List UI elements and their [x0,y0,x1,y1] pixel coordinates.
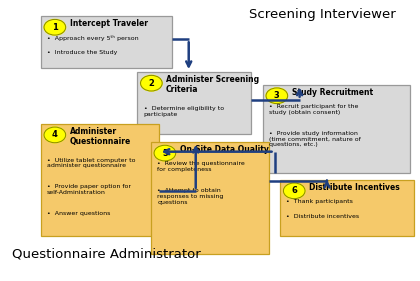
Circle shape [141,75,162,91]
Text: •  Distribute incentives: • Distribute incentives [286,214,360,219]
FancyBboxPatch shape [137,72,251,133]
Text: On-Site Data Quality: On-Site Data Quality [179,145,268,154]
Text: •  Attempt to obtain
responses to missing
questions: • Attempt to obtain responses to missing… [157,188,223,205]
Text: •  Recruit participant for the
study (obtain consent): • Recruit participant for the study (obt… [269,104,359,115]
Text: •  Introduce the Study: • Introduce the Study [47,50,118,55]
Text: Administer
Questionnaire: Administer Questionnaire [70,127,131,146]
Circle shape [266,88,288,104]
Text: 1: 1 [52,23,58,32]
Text: •  Determine eligibility to
participate: • Determine eligibility to participate [144,106,224,117]
Text: •  Provide paper option for
self-Administration: • Provide paper option for self-Administ… [47,184,131,195]
FancyBboxPatch shape [41,124,159,235]
FancyBboxPatch shape [151,142,269,254]
Text: 3: 3 [274,91,280,100]
Text: 4: 4 [52,130,58,139]
Text: Distribute Incentives: Distribute Incentives [309,183,400,192]
Text: Administer Screening
Criteria: Administer Screening Criteria [166,75,259,94]
FancyBboxPatch shape [41,16,172,68]
Text: Screening Interviewer: Screening Interviewer [249,8,396,21]
Text: •  Answer questions: • Answer questions [47,211,110,216]
Circle shape [154,145,176,161]
Text: Questionnaire Administrator: Questionnaire Administrator [12,248,201,261]
Circle shape [44,19,66,35]
Text: 6: 6 [291,186,297,195]
FancyBboxPatch shape [263,85,410,173]
Text: 2: 2 [148,79,154,88]
Text: 5: 5 [162,149,168,158]
Circle shape [44,127,66,143]
Circle shape [284,183,305,199]
Text: Intercept Traveler: Intercept Traveler [70,19,147,28]
Text: •  Review the questionnaire
for completeness: • Review the questionnaire for completen… [157,161,245,172]
Text: •  Approach every 5ᵗʰ person: • Approach every 5ᵗʰ person [47,35,139,41]
Text: •  Provide study information
(time commitment, nature of
questions, etc.): • Provide study information (time commit… [269,131,361,147]
Text: •  Thank participants: • Thank participants [286,199,353,204]
Text: •  Utilize tablet computer to
administer questionnaire: • Utilize tablet computer to administer … [47,158,136,168]
FancyBboxPatch shape [280,180,414,235]
Text: Study Recruitment: Study Recruitment [291,88,373,97]
